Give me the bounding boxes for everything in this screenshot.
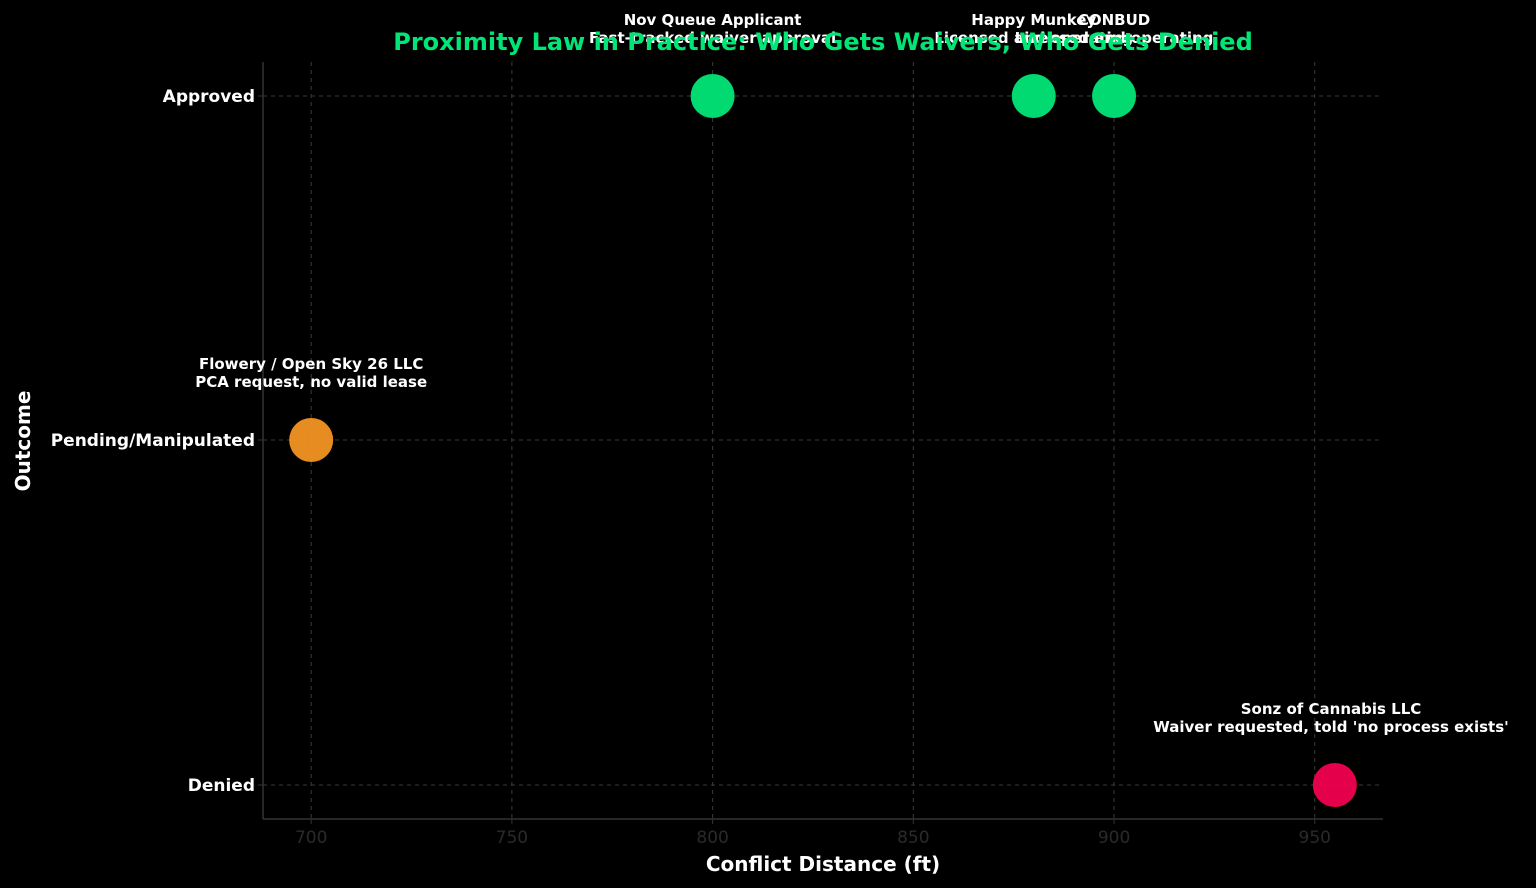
scatter-point — [690, 74, 735, 118]
x-tick-label: 850 — [897, 828, 929, 848]
x-axis-label: Conflict Distance (ft) — [706, 852, 940, 876]
y-tick-labels: Denied Pending/Manipulated Approved — [51, 87, 263, 796]
grid-lines — [263, 62, 1383, 819]
point-label-note: PCA request, no valid lease — [195, 373, 427, 391]
x-tick-label: 900 — [1098, 828, 1130, 848]
y-axis-label: Outcome — [11, 391, 35, 492]
x-tick-label: 700 — [295, 828, 327, 848]
x-tick-label: 750 — [496, 828, 528, 848]
data-points — [289, 74, 1357, 807]
point-label-name: Happy Munkey — [971, 11, 1096, 29]
scatter-point — [1312, 763, 1357, 807]
point-label-note: Licensed and operating — [1015, 29, 1214, 47]
chart-title: Proximity Law in Practice: Who Gets Waiv… — [393, 28, 1253, 56]
scatter-point — [289, 418, 334, 462]
point-label-note: Fast-tracked waiver approval — [589, 29, 836, 47]
point-label-note: Licensed and operating — [934, 29, 1133, 47]
y-tick-label: Approved — [163, 87, 255, 107]
scatter-point — [1011, 74, 1056, 118]
x-tick-labels: 700 750 800 850 900 950 — [295, 819, 1331, 848]
scatter-point — [1092, 74, 1137, 118]
point-label-name: Flowery / Open Sky 26 LLC — [199, 355, 423, 373]
point-label-name: Nov Queue Applicant — [624, 11, 802, 29]
y-tick-label: Denied — [188, 776, 255, 796]
point-label-name: CONBUD — [1078, 11, 1150, 29]
x-tick-label: 800 — [696, 828, 728, 848]
point-label-name: Sonz of Cannabis LLC — [1241, 700, 1422, 718]
y-tick-label: Pending/Manipulated — [51, 431, 255, 451]
point-label-note: Waiver requested, told 'no process exist… — [1153, 718, 1509, 736]
x-tick-label: 950 — [1299, 828, 1331, 848]
